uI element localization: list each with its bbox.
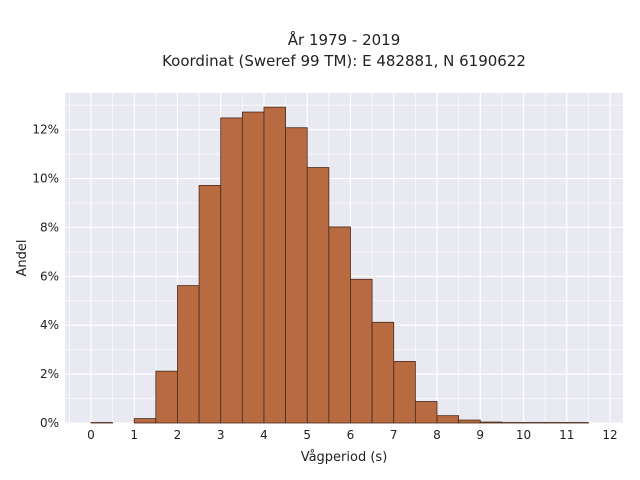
y-tick-label: 8% [40,220,59,234]
chart-title: År 1979 - 2019 [288,30,401,49]
histogram-bar [458,419,481,424]
histogram-bar [306,167,330,424]
histogram-bars [90,106,589,424]
x-tick-label: 2 [174,428,182,442]
histogram-bar [479,421,503,424]
histogram-bar [371,321,395,424]
histogram-bar [350,278,373,424]
x-tick-label: 12 [602,428,617,442]
x-tick-label: 9 [476,428,484,442]
x-tick-label: 3 [217,428,225,442]
histogram-bar [414,401,438,424]
chart-subtitle: Koordinat (Sweref 99 TM): E 482881, N 61… [162,52,526,70]
x-tick-label: 10 [516,428,531,442]
x-tick-label: 6 [347,428,355,442]
y-tick-label: 4% [40,318,59,332]
histogram-bar [155,370,178,424]
y-tick-label: 6% [40,269,59,283]
x-axis-label: Vågperiod (s) [301,450,388,465]
y-tick-label: 0% [40,416,59,430]
histogram-bar [133,418,157,424]
histogram-bar [241,111,265,424]
histogram-bar [177,285,200,424]
histogram-bar [285,127,308,424]
histogram-bar [220,117,243,424]
x-axis-ticks: 0 1 2 3 4 5 6 7 8 9 10 11 12 [87,428,618,442]
y-tick-label: 2% [40,367,59,381]
y-tick-label: 10% [32,172,59,186]
x-tick-label: 5 [303,428,311,442]
x-tick-label: 7 [390,428,398,442]
x-tick-label: 4 [260,428,268,442]
histogram-bar [198,184,222,424]
histogram-bar [328,226,351,424]
y-axis-ticks: 0% 2% 4% 6% 8% 10% 12% [32,123,59,430]
x-tick-label: 0 [87,428,95,442]
histogram-bar [436,415,460,424]
histogram-bar [263,106,287,424]
y-tick-label: 12% [32,123,59,137]
y-axis-label: Andel [15,240,30,277]
x-tick-label: 8 [433,428,441,442]
x-tick-label: 1 [130,428,138,442]
x-tick-label: 11 [559,428,574,442]
histogram-bar [393,360,416,424]
